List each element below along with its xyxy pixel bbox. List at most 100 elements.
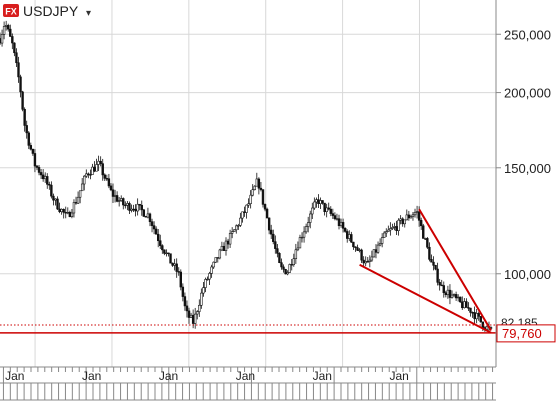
candle-body	[218, 249, 222, 259]
candle-body	[419, 220, 423, 227]
candle-body	[339, 222, 343, 227]
candle-body	[257, 178, 261, 189]
candle-body	[422, 225, 425, 239]
candle-body	[226, 240, 230, 245]
candle-body	[169, 253, 172, 264]
candle-body	[128, 203, 131, 211]
candle-body	[44, 176, 47, 180]
candle-body	[142, 209, 146, 217]
candle-body	[101, 163, 104, 176]
candle-body	[426, 238, 429, 248]
candle-body	[21, 91, 24, 110]
candle-body	[37, 167, 41, 173]
candle-body	[89, 174, 92, 176]
candle-body	[370, 256, 374, 261]
candle-body	[68, 211, 72, 218]
current-price-label: 79,760	[502, 326, 542, 341]
candle-body	[444, 292, 448, 295]
candle-body	[11, 36, 14, 44]
candle-body	[393, 226, 396, 228]
candle-body	[438, 282, 441, 286]
candle-body	[41, 174, 45, 180]
candle-body	[358, 249, 361, 252]
candle-body	[52, 195, 55, 201]
candle-body	[251, 189, 254, 196]
candle-body	[436, 268, 439, 283]
trend-line[interactable]	[418, 208, 492, 331]
candle-body	[346, 231, 349, 239]
candle-body	[185, 305, 189, 312]
chevron-down-icon[interactable]: ▾	[86, 8, 91, 19]
candle-body	[148, 213, 152, 222]
candle-body	[152, 225, 156, 230]
candle-body	[132, 208, 135, 211]
candle-body	[0, 34, 4, 44]
candle-body	[126, 203, 129, 206]
candle-body	[378, 243, 382, 246]
candle-body	[228, 233, 232, 245]
candle-body	[469, 307, 472, 313]
candle-body	[354, 246, 357, 248]
y-tick-label: 200,000	[504, 86, 551, 101]
candle-body	[317, 199, 320, 204]
candle-body	[136, 203, 139, 212]
candle-body	[179, 271, 183, 288]
candle-body	[103, 174, 106, 179]
candle-body	[35, 165, 39, 168]
x-tick-label: Jan	[159, 369, 178, 383]
candle-body	[130, 208, 133, 211]
candle-body	[274, 241, 277, 249]
candle-body	[473, 312, 476, 320]
candle-body	[105, 178, 109, 180]
candle-body	[23, 108, 26, 126]
annotation-lines	[0, 208, 496, 334]
candle-body	[267, 217, 271, 231]
trend-line[interactable]	[359, 263, 492, 334]
candle-body	[206, 278, 209, 281]
candle-body	[450, 294, 454, 298]
candle-body	[64, 212, 67, 214]
symbol-selector[interactable]: FX USDJPY ▾	[3, 3, 91, 19]
candle-body	[448, 289, 452, 298]
candle-body	[161, 245, 164, 251]
candle-body	[350, 234, 353, 243]
candle-body	[405, 214, 409, 221]
candle-body	[298, 237, 302, 249]
candle-body	[157, 233, 160, 242]
candle-body	[239, 217, 242, 226]
x-tick-label: Jan	[236, 369, 255, 383]
candle-body	[120, 198, 123, 201]
candle-body	[415, 211, 419, 213]
candle-body	[304, 226, 308, 233]
candle-body	[306, 222, 310, 227]
candle-body	[294, 249, 298, 259]
candle-body	[233, 229, 236, 232]
candle-body	[122, 198, 125, 206]
candle-body	[72, 202, 76, 214]
candle-body	[471, 312, 474, 314]
candle-body	[333, 215, 337, 220]
candle-body	[171, 262, 174, 266]
candle-body	[144, 216, 148, 218]
candle-body	[87, 173, 90, 175]
candle-body	[167, 252, 170, 255]
candle-body	[214, 257, 217, 263]
candle-body	[372, 249, 376, 258]
candle-body	[325, 207, 328, 212]
candle-body	[432, 261, 435, 266]
grid-layer	[0, 0, 496, 367]
candle-body	[395, 226, 398, 231]
y-tick-label: 150,000	[504, 161, 551, 176]
candle-body	[109, 185, 113, 191]
candle-body	[140, 204, 143, 211]
candle-body	[337, 218, 341, 227]
candle-body	[428, 246, 431, 260]
candle-body	[253, 185, 256, 190]
candle-body	[39, 172, 43, 176]
candle-body	[465, 301, 468, 308]
candle-body	[83, 175, 86, 185]
candle-body	[150, 221, 154, 226]
candle-body	[331, 213, 335, 216]
candle-body	[138, 203, 141, 206]
